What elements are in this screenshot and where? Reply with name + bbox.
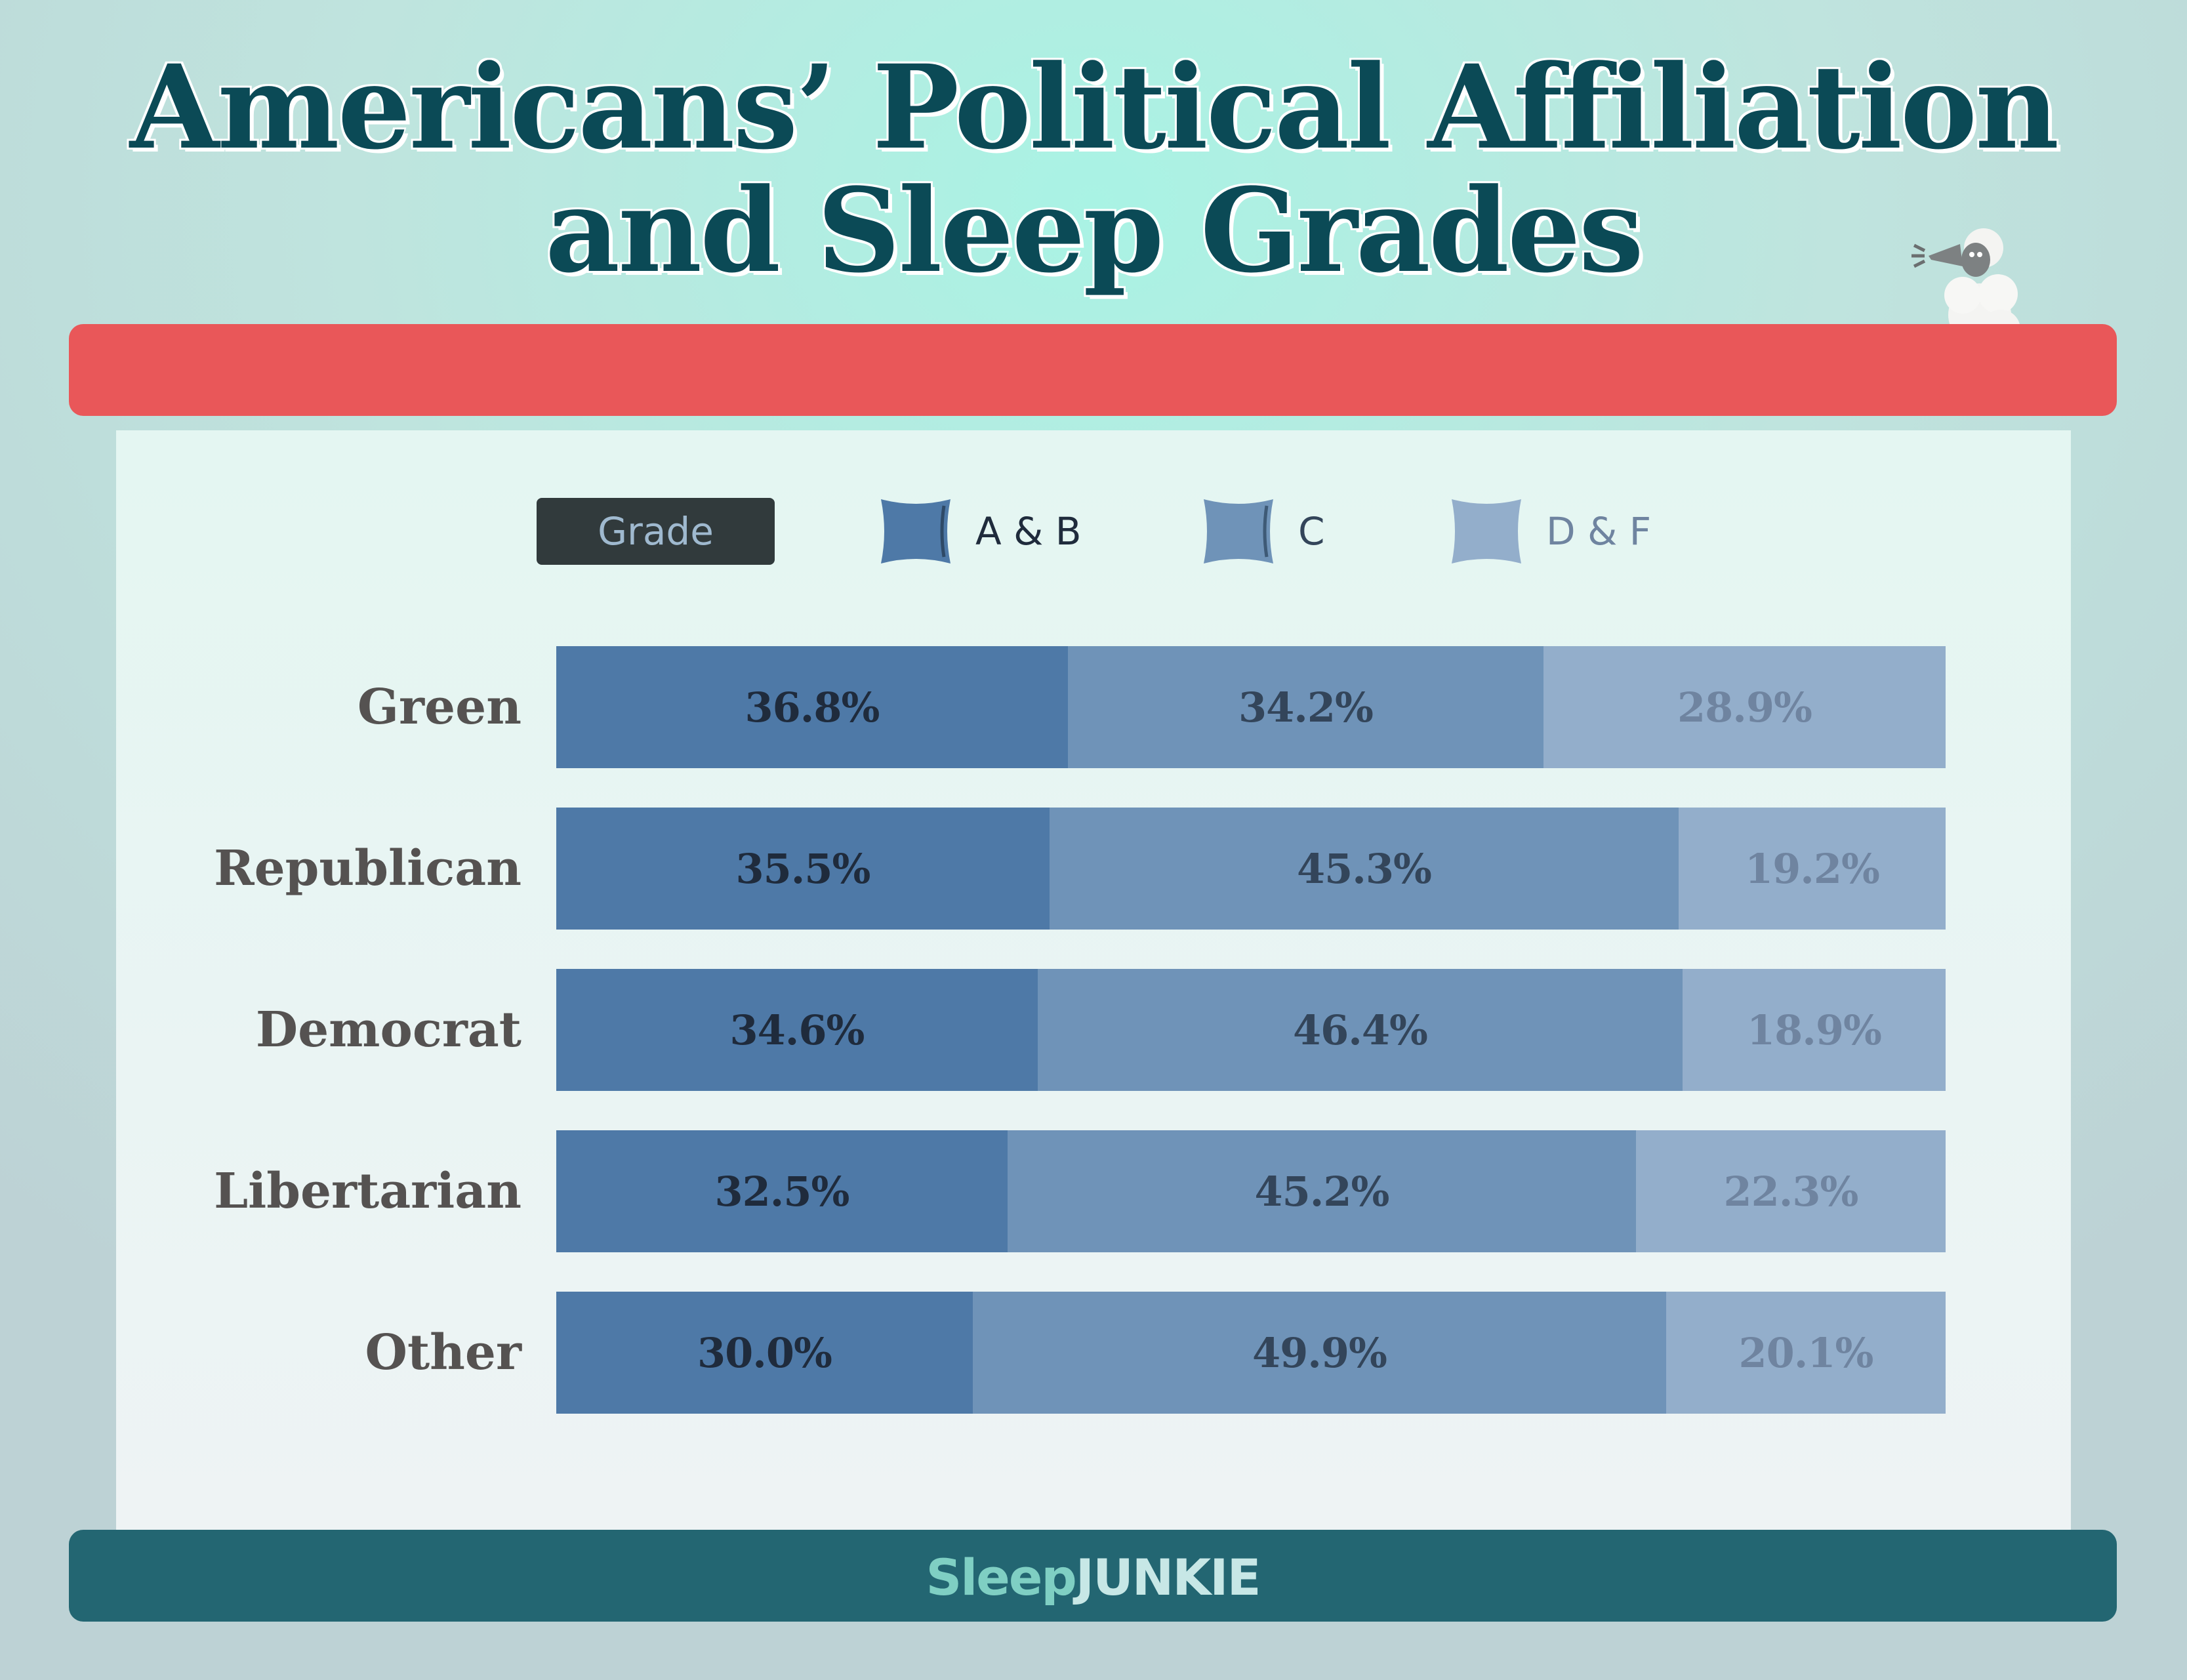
category-label-green: Green xyxy=(357,679,521,735)
legend-swatch-c xyxy=(1204,499,1273,563)
bar-segment-libertarian-1: 32.5% xyxy=(556,1130,1008,1252)
bar-row-democrat: 34.6% 46.4% 18.9% xyxy=(556,969,1946,1091)
bar-row-other: 30.0% 49.9% 20.1% xyxy=(556,1292,1946,1414)
category-label-other: Other xyxy=(365,1324,521,1381)
data-label-green-1: 36.8% xyxy=(745,683,880,731)
pillow-icon xyxy=(1452,499,1521,563)
data-label-republican-2: 45.3% xyxy=(1297,844,1432,893)
footer-bar: SleepJUNKIE xyxy=(69,1530,2117,1622)
chart-title-line-2: and Sleep Grades xyxy=(545,163,1644,298)
bar-segment-democrat-2: 46.4% xyxy=(1038,969,1683,1091)
bar-segment-green-2: 34.2% xyxy=(1068,646,1543,768)
data-label-green-3: 28.9% xyxy=(1677,683,1812,731)
category-label-republican: Republican xyxy=(214,840,521,897)
bar-segment-republican-2: 45.3% xyxy=(1050,808,1679,930)
legend-label-c: C xyxy=(1298,509,1325,554)
bar-segment-libertarian-3: 22.3% xyxy=(1636,1130,1946,1252)
data-label-green-2: 34.2% xyxy=(1238,683,1374,731)
bar-segment-libertarian-2: 45.2% xyxy=(1008,1130,1636,1252)
bar-segment-green-3: 28.9% xyxy=(1543,646,1946,768)
bar-row-libertarian: 32.5% 45.2% 22.3% xyxy=(556,1130,1946,1252)
brand-logo-part-2: JUNKIE xyxy=(1075,1548,1261,1607)
legend-label-d-f: D & F xyxy=(1546,509,1652,554)
bar-segment-democrat-3: 18.9% xyxy=(1683,969,1946,1091)
header-red-bar xyxy=(69,324,2117,416)
legend-title: Grade xyxy=(537,498,775,565)
legend-swatch-a-b xyxy=(881,499,950,563)
bar-segment-democrat-1: 34.6% xyxy=(556,969,1038,1091)
data-label-other-2: 49.9% xyxy=(1252,1328,1387,1377)
data-label-democrat-2: 46.4% xyxy=(1293,1006,1428,1054)
brand-logo: SleepJUNKIE xyxy=(69,1548,2117,1607)
category-label-democrat: Democrat xyxy=(255,1002,521,1058)
bar-segment-republican-1: 35.5% xyxy=(556,808,1050,930)
bar-row-green: 36.8% 34.2% 28.9% xyxy=(556,646,1946,768)
pillow-icon xyxy=(881,499,950,563)
bar-segment-other-1: 30.0% xyxy=(556,1292,973,1414)
data-label-republican-1: 35.5% xyxy=(735,844,871,893)
legend-label-a-b: A & B xyxy=(975,509,1082,554)
bar-row-republican: 35.5% 45.3% 19.2% xyxy=(556,808,1946,930)
legend-swatch-d-f xyxy=(1452,499,1521,563)
chart-title: Americans’ Political Affiliation and Sle… xyxy=(0,46,2187,293)
bar-segment-other-2: 49.9% xyxy=(973,1292,1666,1414)
category-label-libertarian: Libertarian xyxy=(214,1163,521,1219)
chart-title-line-1: Americans’ Political Affiliation xyxy=(129,39,2059,175)
data-label-libertarian-1: 32.5% xyxy=(714,1167,850,1216)
data-label-democrat-3: 18.9% xyxy=(1747,1006,1882,1054)
brand-logo-part-1: Sleep xyxy=(926,1548,1077,1607)
data-label-libertarian-2: 45.2% xyxy=(1254,1167,1390,1216)
bar-segment-other-3: 20.1% xyxy=(1666,1292,1946,1414)
pillow-icon xyxy=(1204,499,1273,563)
data-label-libertarian-3: 22.3% xyxy=(1723,1167,1859,1216)
bar-segment-republican-3: 19.2% xyxy=(1679,808,1946,930)
bar-segment-green-1: 36.8% xyxy=(556,646,1068,768)
data-label-democrat-1: 34.6% xyxy=(729,1006,865,1054)
data-label-republican-3: 19.2% xyxy=(1745,844,1880,893)
data-label-other-1: 30.0% xyxy=(697,1328,832,1377)
data-label-other-3: 20.1% xyxy=(1738,1328,1874,1377)
